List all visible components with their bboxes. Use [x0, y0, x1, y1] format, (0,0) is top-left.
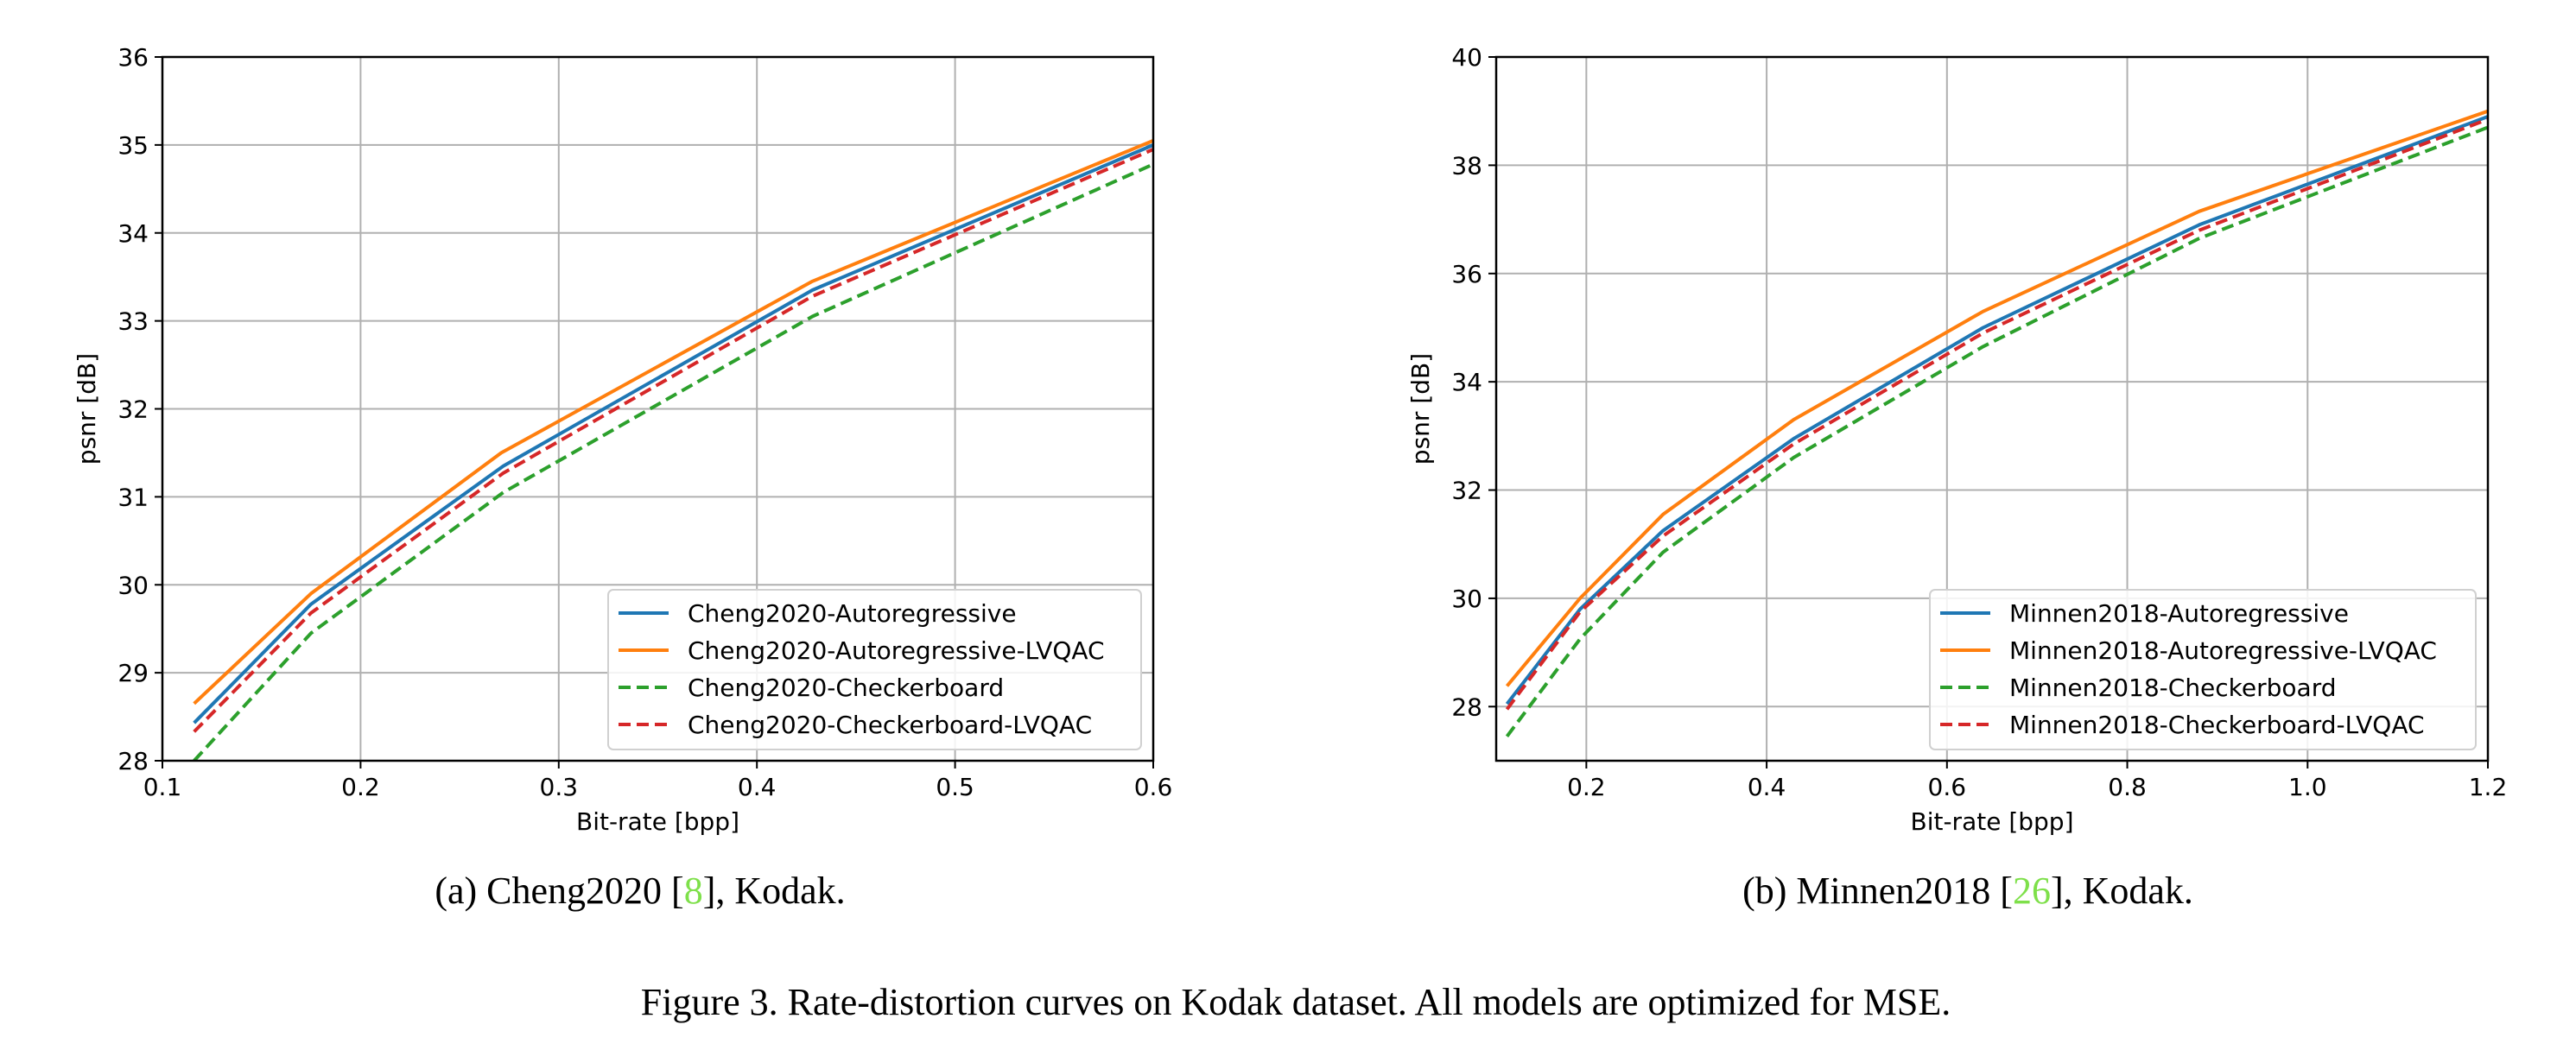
legend-a: Cheng2020-Autoregressive Cheng2020-Autore…	[607, 589, 1142, 750]
x-tick-label: 0.4	[738, 773, 777, 801]
series-group-b	[1505, 109, 2488, 737]
x-tick-label: 0.1	[143, 773, 182, 801]
plot-frame-a	[161, 55, 1155, 762]
subcaption-a-text-before: (a) Cheng2020 [	[435, 870, 683, 912]
x-tick-label: 0.4	[1748, 773, 1786, 801]
series-line-1	[193, 143, 1153, 724]
y-tick-label: 34	[117, 219, 149, 248]
series-line-4	[193, 148, 1153, 733]
subcaption-a-text-after: ], Kodak.	[703, 870, 846, 912]
x-tick-label: 0.6	[1928, 773, 1967, 801]
series-line-3	[1505, 125, 2488, 737]
x-axis-label-a: Bit-rate [bpp]	[576, 807, 739, 836]
y-tick-label: 40	[1451, 43, 1482, 72]
y-tick-label: 34	[1451, 368, 1482, 396]
panel-a: 0.1 0.2 0.3 0.4 0.5 0.6 28 29 30 31 32 33 34 35 36 Bit-…	[73, 43, 1172, 836]
legend-b: Minnen2018-Autoregressive Minnen2018-Auto…	[1929, 589, 2477, 750]
x-tick-label: 0.2	[341, 773, 380, 801]
legend-label-1: Cheng2020-Autoregressive	[688, 599, 1017, 628]
series-line-3	[193, 162, 1153, 761]
y-axis-label-b: psnr [dB]	[1406, 353, 1435, 465]
panel-b: 0.2 0.4 0.6 0.8 1.0 1.2 28 30 32 34 36 38 40 Bit-rate…	[1406, 43, 2507, 836]
legend-box	[1929, 589, 2477, 750]
y-tick-label: 32	[117, 395, 149, 424]
legend-label-3: Cheng2020-Checkerboard	[688, 674, 1004, 702]
y-axis-label-a: psnr [dB]	[73, 353, 101, 465]
y-tick-label: 35	[117, 131, 149, 160]
y-tick-label: 28	[1451, 693, 1482, 721]
x-tick-label: 0.2	[1567, 773, 1606, 801]
x-tick-label: 0.6	[1134, 773, 1173, 801]
x-tick-label: 0.3	[540, 773, 579, 801]
x-tick-label: 1.2	[2469, 773, 2508, 801]
subcaption-b-text-before: (b) Minnen2018 [	[1742, 870, 2013, 912]
series-group-a	[193, 138, 1153, 761]
series-line-2	[1505, 109, 2488, 687]
y-tick-label: 30	[1451, 585, 1482, 613]
legend-label-2: Minnen2018-Autoregressive-LVQAC	[2009, 636, 2437, 665]
figure-caption: Figure 3. Rate-distortion curves on Koda…	[641, 981, 1951, 1023]
y-tick-label: 32	[1451, 477, 1482, 505]
y-tick-label: 30	[117, 571, 149, 599]
subcaption-a: (a) Cheng2020 [8], Kodak.	[435, 870, 845, 912]
y-tick-label: 33	[117, 307, 149, 336]
y-tick-label: 29	[117, 659, 149, 687]
y-tick-label: 36	[117, 43, 149, 72]
y-tick-label: 28	[117, 747, 149, 775]
legend-label-1: Minnen2018-Autoregressive	[2009, 599, 2349, 628]
y-tick-label: 38	[1451, 151, 1482, 180]
subcaption-b-text-after: ], Kodak.	[2051, 870, 2193, 912]
subcaption-b: (b) Minnen2018 [26], Kodak.	[1742, 870, 2193, 912]
legend-label-3: Minnen2018-Checkerboard	[2009, 674, 2337, 702]
y-tick-label: 36	[1451, 260, 1482, 288]
legend-box	[607, 589, 1142, 750]
plot-frame-b	[1494, 55, 2490, 762]
x-tick-label: 1.0	[2288, 773, 2327, 801]
series-line-4	[1505, 117, 2488, 711]
x-tick-label: 0.5	[936, 773, 974, 801]
subcaption-a-ref-link[interactable]: 8	[684, 870, 703, 912]
legend-label-4: Cheng2020-Checkerboard-LVQAC	[688, 711, 1092, 739]
x-tick-label: 0.8	[2108, 773, 2147, 801]
legend-label-2: Cheng2020-Autoregressive-LVQAC	[688, 636, 1105, 665]
series-line-2	[193, 138, 1153, 705]
y-tick-label: 31	[117, 483, 149, 511]
legend-label-4: Minnen2018-Checkerboard-LVQAC	[2009, 711, 2425, 739]
x-axis-label-b: Bit-rate [bpp]	[1910, 807, 2073, 836]
subcaption-b-ref-link[interactable]: 26	[2013, 870, 2051, 912]
series-line-1	[1505, 115, 2488, 705]
